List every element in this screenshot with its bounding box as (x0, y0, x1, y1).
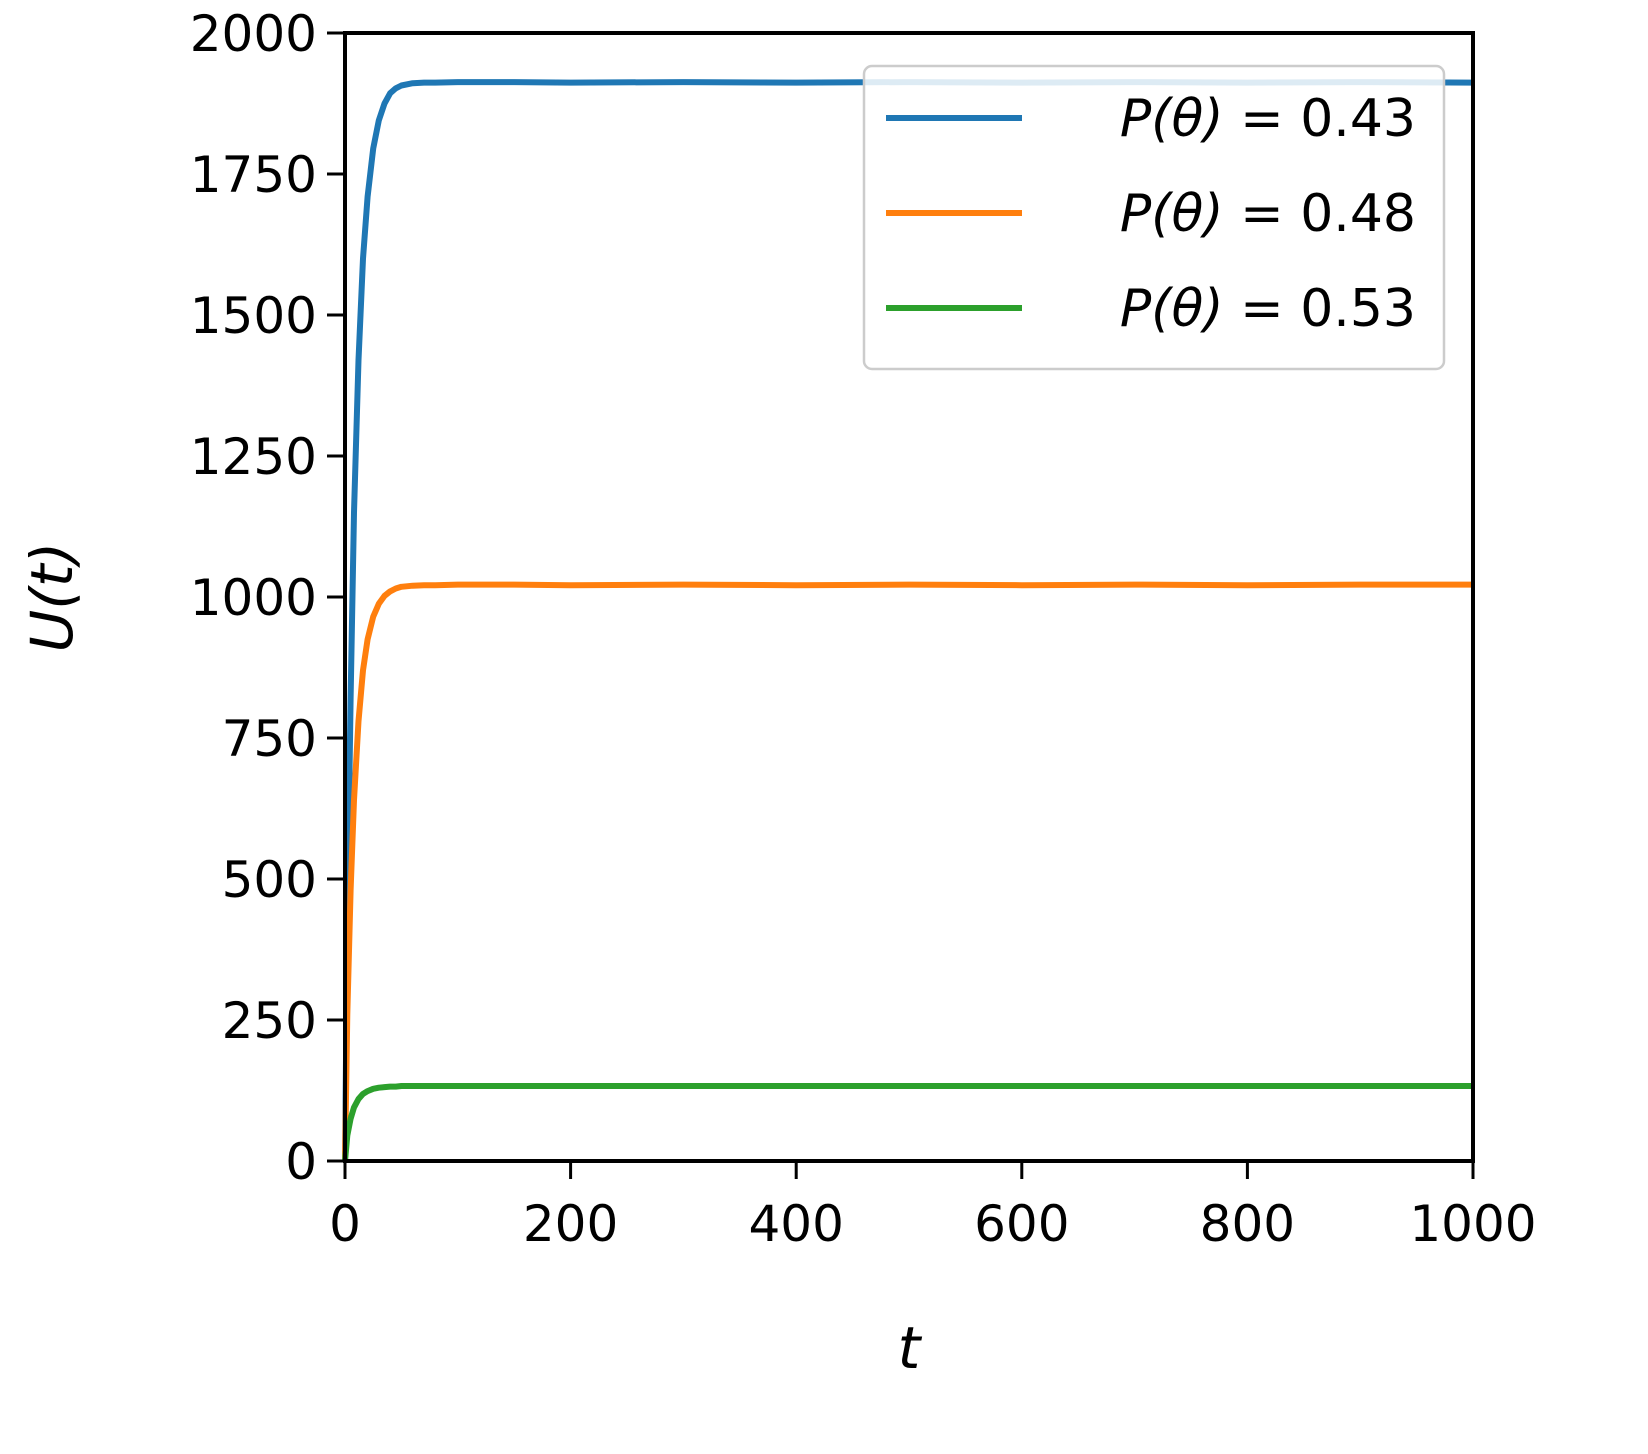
legend-label-1: P(θ) = 0.43 (1120, 89, 1416, 149)
legend-eq: = (1224, 89, 1301, 149)
legend-eq: = (1224, 279, 1301, 339)
legend-prefix: P(θ) (1120, 89, 1224, 149)
legend-eq: = (1224, 184, 1301, 244)
legend-prefix: P(θ) (1120, 279, 1224, 339)
legend-box (862, 64, 1446, 371)
legend-label-2: P(θ) = 0.48 (1120, 184, 1416, 244)
x-axis-ticks: 0 200 400 600 800 1000 (329, 1161, 1537, 1253)
x-axis-label: t (898, 1314, 923, 1382)
x-tick-label: 1000 (1409, 1195, 1536, 1253)
y-tick-label: 750 (222, 710, 317, 768)
y-tick-label: 0 (285, 1133, 317, 1191)
legend-value: 0.53 (1300, 279, 1416, 339)
series-line-2 (342, 581, 1473, 1162)
y-axis-label: U(t) (18, 542, 86, 652)
x-tick-label: 800 (1200, 1195, 1295, 1253)
x-tick-label: 0 (329, 1195, 361, 1253)
y-tick-label: 1500 (190, 287, 317, 345)
legend-label-3: P(θ) = 0.53 (1120, 279, 1416, 339)
x-tick-label: 600 (974, 1195, 1069, 1253)
y-tick-label: 1750 (190, 146, 317, 204)
legend-value: 0.48 (1300, 184, 1416, 244)
legend-prefix: P(θ) (1120, 184, 1224, 244)
y-tick-label: 250 (222, 992, 317, 1050)
y-axis-ticks: 0 250 500 750 1000 1250 1500 1750 2000 (190, 5, 345, 1191)
series-line-3 (342, 1083, 1473, 1162)
x-tick-label: 400 (748, 1195, 843, 1253)
legend: P(θ) = 0.43P(θ) = 0.48P(θ) = 0.53 (862, 64, 1446, 371)
legend-value: 0.43 (1300, 89, 1416, 149)
y-tick-label: 1000 (190, 569, 317, 627)
y-tick-label: 500 (222, 851, 317, 909)
y-tick-label: 2000 (190, 5, 317, 63)
y-tick-label: 1250 (190, 428, 317, 486)
x-tick-label: 200 (523, 1195, 618, 1253)
